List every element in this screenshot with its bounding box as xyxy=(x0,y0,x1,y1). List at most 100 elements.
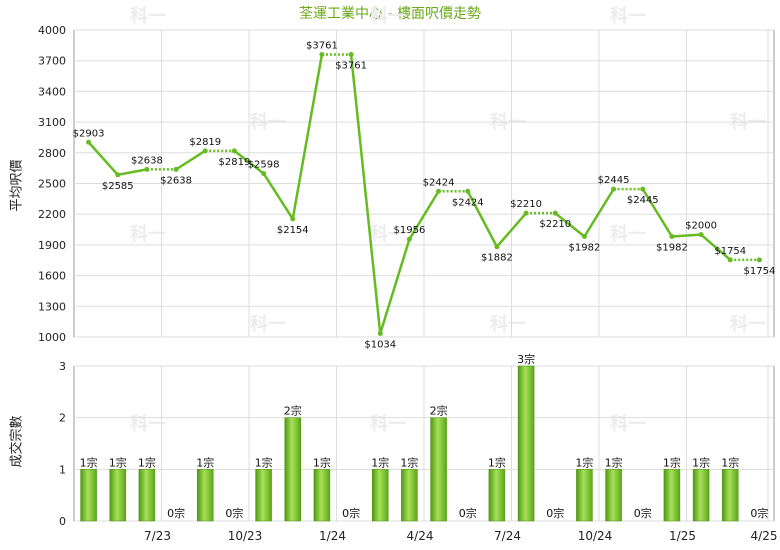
price-data-label: $2638 xyxy=(160,175,192,186)
count-data-label: 1宗 xyxy=(605,455,623,469)
price-point xyxy=(319,51,325,57)
price-line-segment xyxy=(554,212,586,238)
price-point xyxy=(552,210,558,216)
price-tick-label: 1000 xyxy=(38,331,66,344)
count-data-label: 1宗 xyxy=(255,455,273,469)
price-point xyxy=(523,210,529,216)
count-bar xyxy=(517,365,535,522)
price-line-segment xyxy=(408,190,440,240)
price-data-label: $2000 xyxy=(685,221,717,232)
price-point xyxy=(611,186,617,192)
count-bar xyxy=(80,469,97,522)
count-bar xyxy=(430,417,447,522)
count-tick-label: 0 xyxy=(59,515,66,528)
count-bar xyxy=(663,469,681,522)
count-bar xyxy=(722,469,739,522)
price-line-segment xyxy=(583,188,615,238)
watermark-text: 科一 xyxy=(730,313,766,335)
price-tick-label: 2800 xyxy=(38,147,66,160)
price-point xyxy=(494,244,500,250)
price-tick-label: 1600 xyxy=(38,270,66,283)
price-data-label: $2638 xyxy=(131,155,163,166)
price-point xyxy=(581,234,587,240)
price-line-segment xyxy=(117,168,148,177)
price-point xyxy=(202,148,208,154)
price-point xyxy=(173,166,179,172)
price-line-segment xyxy=(671,233,702,238)
count-bar xyxy=(109,469,126,522)
watermark-text: 科一 xyxy=(610,5,646,27)
watermark-text: 科一 xyxy=(610,413,646,435)
price-data-label: $3761 xyxy=(335,60,367,71)
count-data-label: 1宗 xyxy=(196,455,214,469)
x-tick-label: 4/24 xyxy=(407,529,434,543)
price-data-label: $2445 xyxy=(598,175,630,186)
watermark-text: 科一 xyxy=(490,313,526,335)
count-bar xyxy=(401,469,418,522)
price-point xyxy=(290,216,296,222)
watermark-text: 科一 xyxy=(250,313,286,335)
price-tick-label: 1300 xyxy=(38,300,66,313)
x-tick-label: 7/23 xyxy=(144,529,171,543)
price-data-label: $2210 xyxy=(510,199,542,210)
price-line-segment xyxy=(233,149,265,175)
count-data-label: 3宗 xyxy=(517,352,535,366)
count-bar xyxy=(488,469,506,522)
watermark-text: 科一 xyxy=(370,5,406,27)
count-data-label: 1宗 xyxy=(721,455,739,469)
count-data-label: 0宗 xyxy=(750,506,768,520)
count-tick-label: 3 xyxy=(59,360,66,373)
count-data-label: 2宗 xyxy=(430,404,448,418)
price-point xyxy=(231,148,237,154)
count-bar xyxy=(284,417,301,522)
price-line-segment xyxy=(466,190,499,248)
chart-title: 荃運工業中心 - 樓面呎價走勢 xyxy=(299,6,481,22)
count-bar xyxy=(372,469,389,522)
count-data-label: 1宗 xyxy=(313,455,331,469)
price-data-label: $2598 xyxy=(248,159,280,170)
price-data-label: $1982 xyxy=(569,243,601,254)
price-data-label: $1034 xyxy=(364,340,396,351)
price-data-label: $1982 xyxy=(656,243,688,254)
price-tick-label: 1900 xyxy=(38,239,66,252)
count-data-label: 0宗 xyxy=(634,506,652,520)
price-data-label: $1754 xyxy=(744,266,776,277)
price-data-label: $1754 xyxy=(714,246,746,257)
count-data-label: 0宗 xyxy=(225,506,243,520)
count-data-label: 0宗 xyxy=(167,506,185,520)
price-line-segment xyxy=(87,141,119,176)
price-point xyxy=(115,172,121,178)
count-data-label: 1宗 xyxy=(80,455,98,469)
price-line-segment xyxy=(700,233,732,261)
count-data-label: 1宗 xyxy=(692,455,710,469)
price-point xyxy=(261,170,267,176)
price-line-segment xyxy=(349,54,382,334)
price-line-segment xyxy=(495,212,528,248)
count-data-label: 0宗 xyxy=(459,506,477,520)
price-data-label: $2585 xyxy=(102,181,134,192)
price-tick-label: 2200 xyxy=(38,208,66,221)
price-line-segment xyxy=(379,238,411,334)
count-bar xyxy=(138,469,156,522)
count-data-label: 0宗 xyxy=(546,506,564,520)
count-bar xyxy=(197,469,214,522)
price-point xyxy=(640,186,646,192)
price-data-label: $1956 xyxy=(394,225,426,236)
count-data-label: 2宗 xyxy=(284,404,302,418)
price-data-label: $2424 xyxy=(423,177,455,188)
price-data-label: $2445 xyxy=(627,195,659,206)
price-tick-label: 3700 xyxy=(38,55,66,68)
count-bar xyxy=(255,469,272,522)
count-data-label: 1宗 xyxy=(138,455,156,469)
watermark-text: 科一 xyxy=(130,5,166,27)
price-line-segment xyxy=(291,54,324,220)
price-point xyxy=(727,257,733,263)
price-data-label: $2903 xyxy=(73,128,105,139)
count-tick-label: 1 xyxy=(59,463,66,476)
count-bar xyxy=(313,469,331,522)
price-data-label: $2210 xyxy=(539,219,571,230)
count-data-label: 0宗 xyxy=(342,506,360,520)
price-point xyxy=(756,257,762,263)
x-tick-label: 1/25 xyxy=(669,529,696,543)
price-tick-label: 2500 xyxy=(38,178,66,191)
